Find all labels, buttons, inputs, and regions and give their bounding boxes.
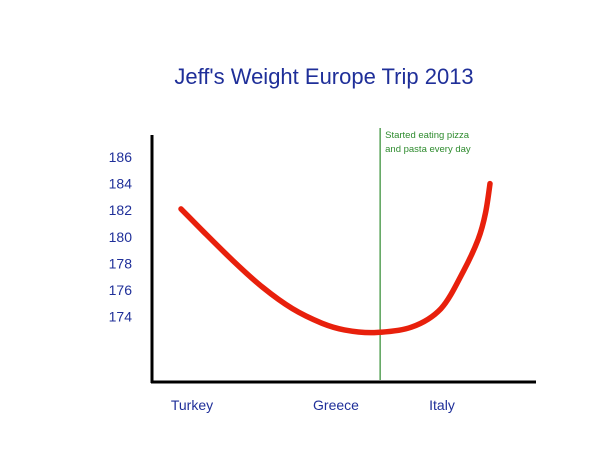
chart-title: Jeff's Weight Europe Trip 2013 (174, 64, 473, 89)
series-line (178, 180, 493, 336)
y-tick-label-182: 182 (109, 202, 133, 218)
y-tick-label-184: 184 (109, 176, 133, 192)
x-tick-label-italy: Italy (429, 397, 455, 413)
x-tick-label-turkey: Turkey (171, 397, 213, 413)
annotation-text-line-2: and pasta every day (385, 144, 471, 155)
x-tick-label-greece: Greece (313, 397, 359, 413)
y-tick-label-176: 176 (109, 282, 133, 298)
y-tick-label-178: 178 (109, 255, 133, 271)
annotation-text-line-1: Started eating pizza (385, 130, 470, 141)
x-tick-labels: Turkey Greece Italy (171, 397, 455, 413)
y-tick-label-174: 174 (109, 309, 133, 325)
y-tick-label-180: 180 (109, 229, 133, 245)
annotation: Started eating pizza and pasta every day (379, 128, 471, 380)
y-tick-label-186: 186 (109, 149, 133, 165)
y-tick-labels: 174 176 178 180 182 184 186 (109, 149, 133, 325)
